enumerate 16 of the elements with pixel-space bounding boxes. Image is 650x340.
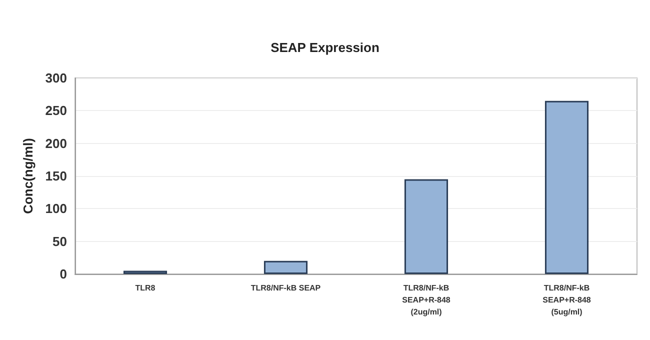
y-tick-label: 50	[52, 234, 67, 249]
y-tick-label: 0	[60, 266, 67, 282]
y-axis-title: Conc(ng/ml)	[20, 138, 36, 214]
y-tick-label: 150	[45, 168, 67, 184]
x-tick-label: TLR8/NF-kB SEAP+R-848 (5ug/ml)	[542, 284, 592, 316]
y-tick-label: 200	[45, 136, 67, 151]
y-tick-label: 250	[45, 103, 67, 118]
y-tick-label: 100	[45, 201, 67, 216]
x-tick-label: TLR8	[135, 284, 156, 292]
chart-title: SEAP Expression	[270, 40, 380, 55]
x-tick-label: TLR8/NF-kB SEAP+R-848 (2ug/ml)	[402, 284, 451, 316]
bar	[544, 100, 589, 274]
bar	[264, 260, 308, 274]
x-tick-label: TLR8/NF-kB SEAP	[250, 284, 322, 292]
y-tick-label: 300	[45, 70, 67, 86]
bar	[404, 179, 448, 274]
